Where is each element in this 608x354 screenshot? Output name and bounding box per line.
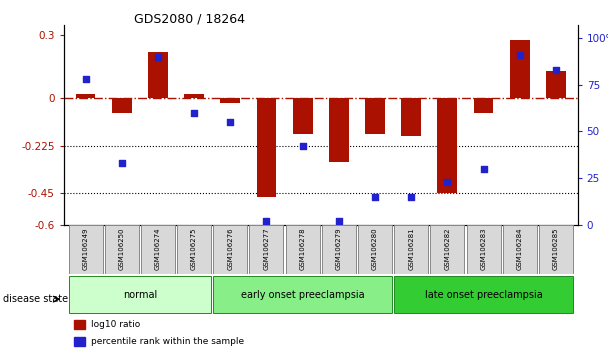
FancyBboxPatch shape bbox=[430, 225, 465, 274]
FancyBboxPatch shape bbox=[213, 276, 392, 313]
Bar bbox=[329, 98, 349, 162]
Point bbox=[189, 110, 199, 115]
Point bbox=[478, 166, 488, 172]
Bar bbox=[257, 98, 277, 198]
FancyBboxPatch shape bbox=[69, 225, 103, 274]
Bar bbox=[292, 98, 313, 134]
Point bbox=[117, 160, 126, 166]
Text: GSM106282: GSM106282 bbox=[444, 227, 451, 270]
Point bbox=[406, 194, 416, 200]
Text: GSM106277: GSM106277 bbox=[263, 227, 269, 270]
Point bbox=[334, 218, 344, 224]
Bar bbox=[401, 98, 421, 136]
Bar bbox=[474, 98, 494, 113]
Text: GDS2080 / 18264: GDS2080 / 18264 bbox=[134, 12, 245, 25]
Point bbox=[551, 67, 561, 73]
Text: GSM106275: GSM106275 bbox=[191, 227, 197, 270]
Bar bbox=[546, 71, 566, 98]
FancyBboxPatch shape bbox=[394, 276, 573, 313]
Bar bbox=[365, 98, 385, 134]
Point bbox=[261, 218, 271, 224]
FancyBboxPatch shape bbox=[249, 225, 283, 274]
Text: GSM106281: GSM106281 bbox=[408, 227, 414, 270]
FancyBboxPatch shape bbox=[322, 225, 356, 274]
FancyBboxPatch shape bbox=[177, 225, 211, 274]
Text: GSM106274: GSM106274 bbox=[155, 227, 161, 270]
Point bbox=[370, 194, 380, 200]
Text: GSM106285: GSM106285 bbox=[553, 227, 559, 270]
Text: disease state: disease state bbox=[3, 294, 68, 304]
Text: GSM106250: GSM106250 bbox=[119, 227, 125, 270]
Text: GSM106279: GSM106279 bbox=[336, 227, 342, 270]
Text: GSM106280: GSM106280 bbox=[372, 227, 378, 270]
FancyBboxPatch shape bbox=[394, 225, 428, 274]
Text: GSM106276: GSM106276 bbox=[227, 227, 233, 270]
Bar bbox=[74, 337, 85, 346]
Bar bbox=[437, 98, 457, 193]
FancyBboxPatch shape bbox=[466, 225, 500, 274]
Point bbox=[153, 54, 163, 59]
Point bbox=[515, 52, 525, 57]
Text: GSM106284: GSM106284 bbox=[517, 227, 523, 270]
Text: GSM106283: GSM106283 bbox=[480, 227, 486, 270]
Text: early onset preeclampsia: early onset preeclampsia bbox=[241, 290, 364, 300]
Text: late onset preeclampsia: late onset preeclampsia bbox=[424, 290, 542, 300]
Point bbox=[443, 179, 452, 185]
FancyBboxPatch shape bbox=[286, 225, 320, 274]
Bar bbox=[148, 52, 168, 98]
Bar bbox=[112, 98, 132, 113]
Bar bbox=[184, 94, 204, 98]
Text: percentile rank within the sample: percentile rank within the sample bbox=[91, 337, 244, 346]
FancyBboxPatch shape bbox=[213, 225, 247, 274]
Point bbox=[226, 119, 235, 125]
Point bbox=[298, 143, 308, 149]
FancyBboxPatch shape bbox=[69, 276, 211, 313]
Bar bbox=[74, 320, 85, 329]
Bar bbox=[220, 98, 240, 103]
FancyBboxPatch shape bbox=[105, 225, 139, 274]
FancyBboxPatch shape bbox=[358, 225, 392, 274]
Bar bbox=[510, 40, 530, 98]
Point bbox=[81, 76, 91, 82]
Text: GSM106249: GSM106249 bbox=[83, 227, 89, 270]
Bar bbox=[75, 94, 95, 98]
Text: log10 ratio: log10 ratio bbox=[91, 320, 140, 329]
FancyBboxPatch shape bbox=[503, 225, 537, 274]
Text: normal: normal bbox=[123, 290, 157, 300]
FancyBboxPatch shape bbox=[539, 225, 573, 274]
Text: GSM106278: GSM106278 bbox=[300, 227, 306, 270]
FancyBboxPatch shape bbox=[141, 225, 175, 274]
